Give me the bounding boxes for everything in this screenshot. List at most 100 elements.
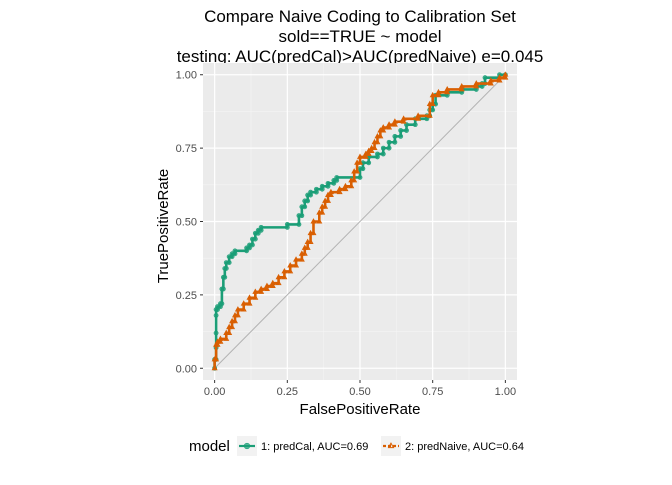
diagonal-reference [214,74,506,369]
x-tick-label: 0.75 [422,386,443,398]
legend: model 1: predCal, AUC=0.69 2: predNaive, … [189,436,524,456]
data-point [366,160,372,166]
data-point [252,294,259,300]
data-point [327,188,334,195]
data-point [360,166,366,172]
x-tick-label: 0.25 [277,386,298,398]
data-point [258,285,265,291]
data-point [214,338,221,344]
data-point [380,151,386,157]
data-point [342,182,349,189]
title-line-1: Compare Naive Coding to Calibration Set [204,7,516,26]
x-tick-label: 0.00 [204,386,225,398]
data-point [386,139,392,145]
data-point [391,118,398,124]
data-point [342,185,349,192]
data-point [368,144,375,151]
data-point [222,274,228,280]
data-point [231,317,238,324]
data-point [217,335,224,341]
data-point [386,124,393,130]
data-point [354,159,361,165]
data-point [356,159,364,165]
data-point [281,273,288,280]
data-point [380,145,386,151]
data-point [269,282,276,289]
y-axis-label: TruePositiveRate [155,169,172,284]
data-point [482,75,488,81]
data-point [426,112,433,118]
data-point [348,182,355,189]
data-point [392,139,398,145]
data-point [296,222,302,227]
legend-item-2: 2: predNaive, AUC=0.64 [381,436,524,456]
data-point [304,238,311,244]
data-point [310,229,317,236]
data-point [375,151,380,157]
data-point [319,209,326,215]
data-point [444,88,451,95]
data-point [316,218,323,224]
data-point [246,300,253,306]
data-point [325,180,331,186]
data-point [229,323,236,330]
data-point [458,83,465,89]
data-point [429,91,436,98]
data-point [322,197,329,203]
data-point [305,198,311,204]
data-point [226,329,233,335]
data-point [392,133,398,139]
legend-item-1: 1: predCal, AUC=0.69 [237,436,368,456]
data-point [301,250,308,256]
data-point [298,250,305,256]
data-point [435,91,442,98]
data-point [380,124,387,130]
data-point [487,77,494,83]
data-point [287,267,294,274]
data-point [356,153,364,159]
title-line-3: testing: AUC(predCal)>AUC(predNaive) e=0… [177,47,544,66]
data-point [307,229,314,236]
data-point [307,238,314,244]
x-axis-label: FalsePositiveRate [300,401,421,418]
data-point [368,147,375,153]
data-point [380,127,387,133]
data-point [234,306,241,312]
x-tick-label: 1.00 [495,386,516,398]
data-point [430,107,436,113]
data-point [374,138,381,145]
data-point [213,330,219,336]
data-point [325,191,332,198]
data-point [502,71,509,77]
data-point [250,242,255,248]
data-point [365,147,372,153]
data-point [240,300,247,306]
data-point [220,286,226,292]
data-point [223,329,230,335]
data-point [252,288,259,294]
data-point [327,191,334,198]
data-point [234,312,241,318]
data-point [308,189,313,195]
data-point [386,145,392,151]
data-point [301,244,308,250]
data-point [275,279,282,286]
data-point [232,248,238,254]
data-point [316,209,323,215]
chart-title: Compare Naive Coding to Calibration Set … [177,7,544,66]
data-point [429,100,436,107]
data-point [377,132,384,139]
data-point [258,224,264,230]
data-point [319,203,326,209]
data-point [386,121,393,127]
data-point [362,150,369,156]
data-point [387,442,395,449]
data-point [275,273,282,280]
data-point [287,262,294,268]
data-point [217,338,224,344]
data-point [426,100,433,107]
y-tick-label: 0.25 [176,290,197,302]
data-point [435,88,442,95]
data-point [473,80,480,86]
data-point [281,267,288,274]
